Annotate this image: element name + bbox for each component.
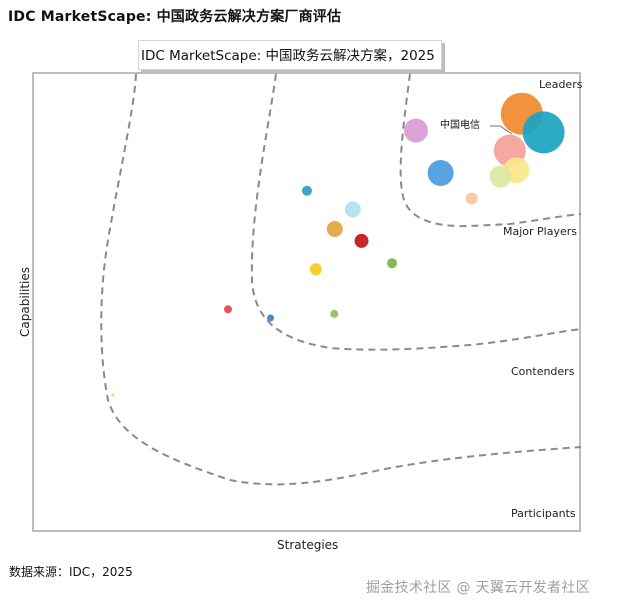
zone-label-participants: Participants [511, 507, 576, 520]
zone-label-major-players: Major Players [503, 225, 577, 238]
zone-labels: Leaders Major Players Contenders Partici… [503, 78, 583, 520]
zone-boundaries [100, 73, 582, 486]
page-title: IDC MarketScape: 中国政务云解决方案厂商评估 [8, 9, 342, 25]
leaders-boundary [399, 73, 582, 228]
vendor-point-6 [404, 118, 428, 143]
highlight-label: 中国电信 [440, 118, 480, 131]
vendor-point-16 [267, 314, 274, 322]
watermark: 掘金技术社区 @ 天翼云开发者社区 [366, 580, 590, 596]
vendor-point-13 [387, 258, 398, 269]
x-axis-label: Strategies [277, 538, 339, 552]
vendor-point-2 [522, 111, 565, 154]
vendor-point-12 [354, 233, 369, 248]
vendor-point-7 [427, 160, 454, 186]
vendor-point-17 [330, 309, 339, 318]
vendor-point-10 [302, 185, 312, 196]
vendor-point-5 [489, 165, 512, 188]
vendor-points [111, 92, 565, 397]
plot-frame [32, 72, 581, 532]
vendor-point-11 [326, 221, 343, 237]
contenders-boundary [100, 73, 582, 486]
chart-title: IDC MarketScape: 中国政务云解决方案，2025 [138, 40, 442, 70]
highlight-leader-line [490, 125, 513, 135]
zone-label-contenders: Contenders [511, 365, 575, 378]
vendor-point-8 [465, 192, 478, 205]
y-axis-label-text: Capabilities [18, 267, 32, 337]
major-players-boundary [250, 73, 582, 351]
zone-label-leaders: Leaders [539, 78, 583, 91]
source-note: 数据来源：IDC，2025 [9, 565, 133, 579]
highlight-annotation: 中国电信 [440, 118, 513, 135]
vendor-point-9 [344, 201, 361, 218]
vendor-point-14 [309, 263, 322, 276]
vendor-point-18 [111, 393, 115, 397]
vendor-point-15 [224, 305, 232, 314]
